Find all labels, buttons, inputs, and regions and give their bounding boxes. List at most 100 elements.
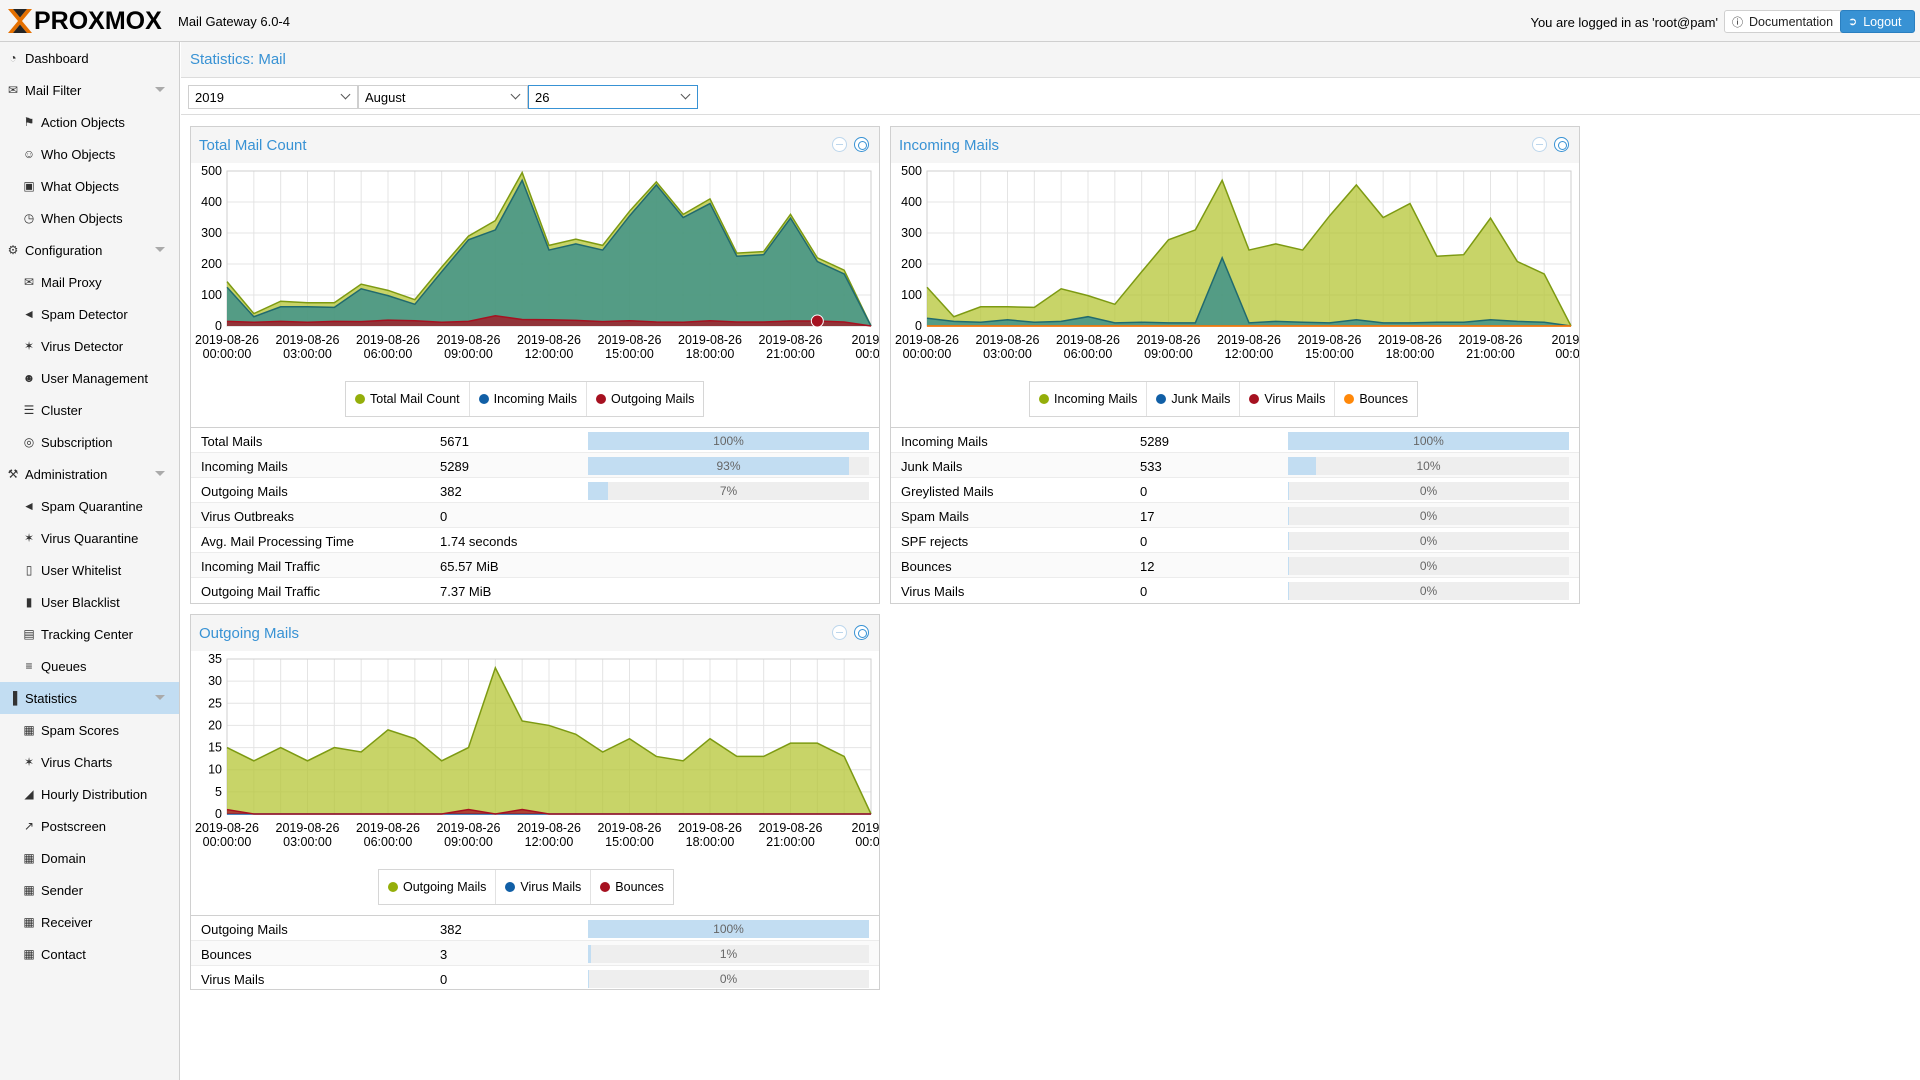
legend-item[interactable]: Total Mail Count bbox=[346, 382, 470, 416]
stat-name: Incoming Mails bbox=[201, 459, 288, 474]
percentage-bar: 0% bbox=[1288, 532, 1569, 550]
percentage-bar-fill bbox=[1288, 557, 1290, 575]
sidebar-item-spam-scores[interactable]: ▦ Spam Scores bbox=[0, 714, 179, 746]
stat-name: Total Mails bbox=[201, 434, 263, 449]
expand-caret-icon[interactable] bbox=[155, 87, 165, 92]
x-tick-label: 2019-08-26 bbox=[276, 333, 340, 347]
collapse-tool-icon[interactable] bbox=[832, 625, 847, 640]
legend-item[interactable]: Junk Mails bbox=[1147, 382, 1241, 416]
sidebar-item-administration[interactable]: ⚒ Administration bbox=[0, 458, 179, 490]
stat-value: 0 bbox=[440, 972, 448, 987]
logout-label: Logout bbox=[1863, 14, 1902, 29]
settings-tool-icon[interactable] bbox=[854, 137, 869, 152]
legend-marker-icon bbox=[1344, 394, 1355, 404]
product-version: Mail Gateway 6.0-4 bbox=[178, 14, 290, 29]
sidebar-item-virus-detector[interactable]: ✶ Virus Detector bbox=[0, 330, 179, 362]
sidebar-item-user-whitelist[interactable]: ▯ User Whitelist bbox=[0, 554, 179, 586]
settings-tool-icon[interactable] bbox=[1554, 137, 1569, 152]
sidebar-item-virus-quarantine[interactable]: ✶ Virus Quarantine bbox=[0, 522, 179, 554]
percentage-text: 0% bbox=[1419, 509, 1438, 523]
sidebar-item-mail-filter[interactable]: ✉ Mail Filter bbox=[0, 74, 179, 106]
x-tick-label: 2019-08-26 bbox=[759, 821, 823, 835]
legend-item[interactable]: Virus Mails bbox=[1240, 382, 1336, 416]
expand-caret-icon[interactable] bbox=[155, 695, 165, 700]
sidebar-item-contact[interactable]: ▦ Contact bbox=[0, 938, 179, 970]
line-series-junk-mails bbox=[926, 255, 1572, 327]
map-icon: ▤ bbox=[23, 627, 35, 641]
sidebar-item-user-blacklist[interactable]: ▮ User Blacklist bbox=[0, 586, 179, 618]
y-tick-label: 0 bbox=[215, 319, 222, 333]
sidebar-item-cluster[interactable]: ☰ Cluster bbox=[0, 394, 179, 426]
legend-item[interactable]: Virus Mails bbox=[496, 870, 592, 904]
panel-title: Total Mail Count bbox=[199, 137, 307, 154]
stats-table: Outgoing Mails 382 100% Bounces 3 1% Virus Mai… bbox=[191, 915, 879, 991]
stat-row: Greylisted Mails 0 0% bbox=[891, 478, 1579, 503]
day-select[interactable]: 26 bbox=[528, 85, 698, 109]
sidebar-item-domain[interactable]: ▦ Domain bbox=[0, 842, 179, 874]
sidebar-item-configuration[interactable]: ⚙ Configuration bbox=[0, 234, 179, 266]
month-select[interactable]: August bbox=[358, 85, 528, 109]
x-tick-label: 2019-08-26 bbox=[356, 333, 420, 347]
sidebar-item-tracking-center[interactable]: ▤ Tracking Center bbox=[0, 618, 179, 650]
sidebar-item-label: Administration bbox=[25, 466, 108, 482]
x-tick-label: 06:00:00 bbox=[1064, 347, 1113, 361]
sidebar-item-virus-charts[interactable]: ✶ Virus Charts bbox=[0, 746, 179, 778]
y-tick-label: 100 bbox=[201, 288, 222, 302]
sidebar-item-label: Receiver bbox=[41, 914, 93, 930]
x-tick-label: 00:00 bbox=[855, 835, 879, 849]
legend-item[interactable]: Outgoing Mails bbox=[379, 870, 497, 904]
expand-caret-icon[interactable] bbox=[155, 247, 165, 252]
sidebar-item-spam-quarantine[interactable]: ◄ Spam Quarantine bbox=[0, 490, 179, 522]
x-tick-label: 03:00:00 bbox=[983, 347, 1032, 361]
sidebar-item-mail-proxy[interactable]: ✉ Mail Proxy bbox=[0, 266, 179, 298]
sidebar-item-dashboard[interactable]: ◔ Dashboard bbox=[0, 42, 179, 74]
sidebar-item-who-objects[interactable]: ☺ Who Objects bbox=[0, 138, 179, 170]
sidebar-item-label: Dashboard bbox=[25, 50, 89, 66]
sidebar-item-spam-detector[interactable]: ◄ Spam Detector bbox=[0, 298, 179, 330]
stat-row: Virus Outbreaks 0 bbox=[191, 503, 879, 528]
sidebar-item-label: Mail Proxy bbox=[41, 274, 102, 290]
sidebar-item-hourly-distribution[interactable]: ◢ Hourly Distribution bbox=[0, 778, 179, 810]
year-select[interactable]: 2019 bbox=[188, 85, 358, 109]
legend-item[interactable]: Bounces bbox=[1335, 382, 1417, 416]
stat-name: Outgoing Mails bbox=[201, 484, 288, 499]
legend-label: Incoming Mails bbox=[1054, 392, 1138, 406]
legend-marker-icon bbox=[1249, 394, 1260, 404]
logout-button[interactable]: ➲ Logout bbox=[1840, 10, 1915, 33]
legend-item[interactable]: Outgoing Mails bbox=[587, 382, 703, 416]
dashboard-icon: ◔ bbox=[9, 51, 17, 65]
x-tick-label: 09:00:00 bbox=[444, 347, 493, 361]
y-tick-label: 500 bbox=[201, 164, 222, 178]
collapse-tool-icon[interactable] bbox=[832, 137, 847, 152]
legend-item[interactable]: Incoming Mails bbox=[470, 382, 587, 416]
y-tick-label: 35 bbox=[208, 652, 222, 666]
sidebar-item-action-objects[interactable]: ⚑ Action Objects bbox=[0, 106, 179, 138]
line-chart-icon: ↗ bbox=[23, 819, 35, 833]
collapse-tool-icon[interactable] bbox=[1532, 137, 1547, 152]
server-icon: ☰ bbox=[23, 403, 35, 417]
sidebar-item-what-objects[interactable]: ▣ What Objects bbox=[0, 170, 179, 202]
sidebar-item-when-objects[interactable]: ◷ When Objects bbox=[0, 202, 179, 234]
sidebar-item-label: Spam Quarantine bbox=[41, 498, 143, 514]
sidebar-item-subscription[interactable]: ◎ Subscription bbox=[0, 426, 179, 458]
sidebar-item-postscreen[interactable]: ↗ Postscreen bbox=[0, 810, 179, 842]
sidebar-item-statistics[interactable]: ▐ Statistics bbox=[0, 682, 179, 714]
sidebar-item-sender[interactable]: ▦ Sender bbox=[0, 874, 179, 906]
sidebar-item-receiver[interactable]: ▦ Receiver bbox=[0, 906, 179, 938]
legend-item[interactable]: Bounces bbox=[591, 870, 673, 904]
sidebar-item-label: Virus Quarantine bbox=[41, 530, 139, 546]
legend-item[interactable]: Incoming Mails bbox=[1030, 382, 1148, 416]
y-tick-label: 100 bbox=[901, 288, 922, 302]
sidebar-item-label: Tracking Center bbox=[41, 626, 133, 642]
sidebar-item-queues[interactable]: ≡ Queues bbox=[0, 650, 179, 682]
stat-value: 1.74 seconds bbox=[440, 534, 518, 549]
stat-value: 12 bbox=[1140, 559, 1155, 574]
stat-name: Outgoing Mails bbox=[201, 922, 288, 937]
sidebar-item-user-management[interactable]: ☻ User Management bbox=[0, 362, 179, 394]
expand-caret-icon[interactable] bbox=[155, 471, 165, 476]
sidebar-item-label: Sender bbox=[41, 882, 83, 898]
percentage-bar-fill bbox=[588, 945, 591, 963]
stat-row: Spam Mails 17 0% bbox=[891, 503, 1579, 528]
documentation-button[interactable]: ⓘ Documentation bbox=[1724, 10, 1872, 33]
settings-tool-icon[interactable] bbox=[854, 625, 869, 640]
